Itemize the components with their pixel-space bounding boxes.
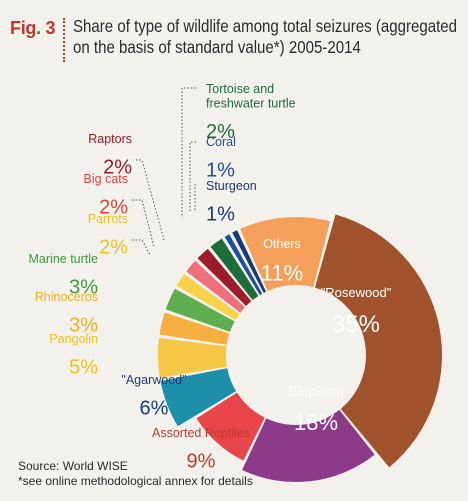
label-elephant: Elephant 18% (288, 383, 343, 435)
leader-line (194, 184, 196, 210)
slice-name-big-cats: Big cats (84, 172, 128, 186)
slice-name-others: Others (263, 237, 301, 251)
slice-marine-turtle (165, 288, 235, 332)
label-rhinoceros: Rhinoceros 3% (35, 290, 98, 337)
slice-value-agarwood: 6% (140, 398, 169, 420)
slice-agarwood (160, 368, 237, 427)
chart-title-line-2: on the basis of standard value*) 2005-20… (73, 37, 361, 57)
slice-value-marine-turtle: 3% (69, 277, 98, 299)
label-marine-turtle: Marine turtle 3% (29, 252, 99, 299)
slice-rhinoceros (159, 312, 230, 345)
slice-value-coral: 1% (206, 160, 235, 182)
label-others: Others 11% (261, 237, 303, 286)
slice-value-pangolin: 5% (69, 357, 98, 379)
leader-line (132, 199, 155, 248)
label-agarwood: "Agarwood" 6% (121, 373, 186, 420)
slice-raptors (197, 248, 252, 306)
title-divider (63, 18, 65, 62)
slice-value-elephant: 18% (294, 410, 338, 435)
slice-name-sturgeon: Sturgeon (206, 179, 257, 193)
slice-name-marine-turtle: Marine turtle (29, 252, 99, 266)
slice-name-assorted-reptiles: Assorted Reptiles (152, 426, 250, 440)
slice-big-cats (186, 260, 245, 313)
label-parrots: Parrots 2% (88, 212, 129, 259)
leader-line (189, 141, 196, 213)
slice-name-raptors: Raptors (88, 132, 132, 146)
slice-name-tortoise-and-freshwater-turtle-1: Tortoise and (206, 82, 274, 96)
slice-pangolin (157, 337, 227, 378)
slice-value-tortoise-and-freshwater-turtle: 2% (206, 121, 235, 143)
slice-rosewood (314, 214, 442, 468)
slice-value-rosewood: 35% (332, 311, 380, 338)
chart-title-line-1: Share of type of wildlife among total se… (73, 16, 458, 36)
leader-line (181, 87, 196, 218)
slice-value-parrots: 2% (99, 237, 128, 259)
slice-name-tortoise-and-freshwater-turtle-2: freshwater turtle (206, 97, 296, 111)
methodology-note: *see online methodological annex for det… (18, 474, 253, 488)
label-raptors: Raptors 2% (88, 132, 132, 179)
slice-name-parrots: Parrots (88, 212, 128, 226)
label-sturgeon: Sturgeon 1% (206, 179, 257, 226)
slice-name-rhinoceros: Rhinoceros (35, 290, 98, 304)
slice-name-agarwood: "Agarwood" (121, 373, 186, 387)
slice-assorted-reptiles (196, 392, 265, 461)
slice-name-elephant: Elephant (288, 383, 343, 399)
slice-value-assorted-reptiles: 9% (187, 451, 216, 473)
slice-sturgeon (232, 230, 267, 293)
slice-parrots (176, 274, 240, 320)
slice-value-others: 11% (261, 261, 303, 286)
chart-title: Share of type of wildlife among total se… (73, 16, 458, 58)
source-note: Source: World WISE (18, 459, 128, 473)
slice-tortoise-and-freshwater-turtle (210, 238, 259, 301)
slice-name-rosewood: "Rosewood" (321, 285, 392, 300)
label-big-cats: Big cats 2% (84, 172, 129, 219)
slice-value-sturgeon: 1% (206, 204, 235, 226)
slice-value-raptors: 2% (103, 157, 132, 179)
slice-others (240, 217, 331, 291)
slice-value-big-cats: 2% (99, 197, 128, 219)
leader-line (132, 239, 151, 256)
label-coral: Coral 1% (206, 135, 236, 182)
slice-name-pangolin: Pangolin (49, 332, 98, 346)
slice-elephant (242, 409, 375, 483)
label-pangolin: Pangolin 5% (49, 332, 98, 379)
slice-coral (224, 234, 263, 296)
label-rosewood: "Rosewood" 35% (321, 285, 392, 338)
figure-number: Fig. 3 (10, 18, 56, 38)
slice-name-coral: Coral (206, 135, 236, 149)
label-assorted-reptiles: Assorted Reptiles 9% (152, 426, 250, 473)
slice-value-rhinoceros: 3% (69, 315, 98, 337)
